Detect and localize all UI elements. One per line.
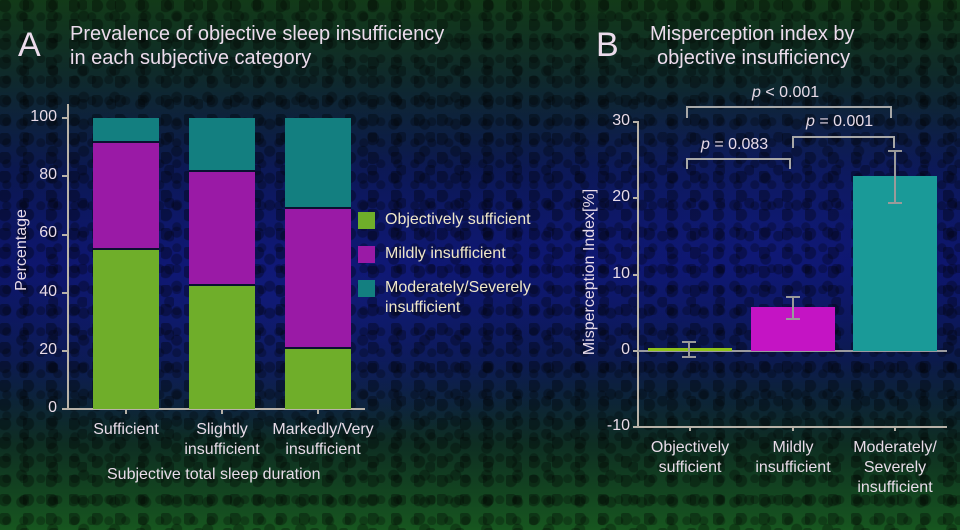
y-tick-label: 100 [30, 108, 57, 125]
x-category-label: Slightly insufficient [162, 420, 282, 460]
legend-swatch [358, 246, 375, 263]
label-line: sufficient [658, 459, 722, 476]
bar-segment-mildly [285, 207, 351, 347]
y-tick-label: 0 [48, 399, 57, 416]
legend-item-objectively-sufficient: Objectively sufficient [358, 210, 558, 230]
p-symbol: p [806, 113, 815, 130]
y-tick-label: 80 [39, 166, 57, 183]
y-tick-mark [633, 121, 638, 123]
y-tick-mark [62, 175, 68, 177]
y-tick-mark [62, 350, 68, 352]
label-line: insufficient [755, 459, 831, 476]
bar-segment-objectively-sufficient [285, 347, 351, 409]
x-category-label: Objectively sufficient [630, 438, 750, 478]
label-line: Slightly [196, 421, 248, 438]
panel-b-letter: B [596, 26, 619, 64]
bracket-p-lt-0001 [686, 106, 892, 118]
y-tick-mark [633, 274, 638, 276]
x-category-label: Markedly/Very insufficient [258, 420, 388, 460]
panel-b-y-axis-title: Misperception Index[%] [581, 188, 598, 356]
panel-a-x-axis-title: Subjective total sleep duration [107, 466, 321, 483]
legend-label: Objectively sufficient [385, 211, 531, 228]
y-tick-mark [633, 426, 638, 428]
label-line: Objectively [650, 439, 730, 456]
legend-label-line: Moderately/Severely [385, 279, 531, 296]
panel-b-title-line1: Misperception index by [650, 23, 855, 45]
bar-segment-objectively-sufficient [189, 284, 255, 409]
pvalue-label: p = 0.083 [701, 136, 768, 154]
y-tick-mark [633, 197, 638, 199]
label-line: Severely [863, 459, 927, 476]
panel-a-y-axis-title: Percentage [13, 209, 30, 291]
x-tick-mark [792, 427, 794, 431]
y-tick-label: 60 [39, 224, 57, 241]
label-line: Moderately/ [853, 439, 937, 456]
pvalue-label: p = 0.001 [806, 113, 873, 131]
bar-segment-mildly [93, 141, 159, 248]
bar-segment-mildly [189, 170, 255, 284]
label-line: Markedly/Very [272, 421, 374, 438]
label-line: Mildly [772, 439, 814, 456]
y-tick-mark [62, 292, 68, 294]
legend-item-moderately-severely: Moderately/Severely insufficient [358, 278, 558, 318]
legend-label: Mildly insufficient [385, 245, 506, 262]
panel-a-title: Prevalence of objective sleep insufficie… [70, 22, 444, 70]
pvalue-label: p < 0.001 [752, 84, 819, 102]
label-line: Sufficient [93, 421, 159, 438]
panel-b-title: Misperception index by objective insuffi… [650, 22, 855, 70]
panel-b-zero-line [637, 350, 947, 352]
y-tick-label: 10 [612, 265, 630, 282]
y-tick-label: 0 [621, 341, 630, 358]
y-tick-label: 20 [39, 341, 57, 358]
panel-a-y-axis [67, 104, 69, 410]
x-category-label: Moderately/ Severely insufficient [835, 438, 955, 498]
x-tick-mark [317, 409, 319, 414]
x-category-label: Mildly insufficient [733, 438, 853, 478]
x-tick-mark [125, 409, 127, 414]
label-line: insufficient [285, 441, 361, 458]
p-text: < 0.001 [760, 84, 820, 101]
panel-b-y-axis [637, 121, 639, 428]
y-tick-label: -10 [606, 417, 630, 434]
panel-a-x-axis [67, 408, 365, 410]
panel-a-legend: Objectively sufficient Mildly insufficie… [358, 210, 558, 318]
bar-segment-objectively-sufficient [93, 248, 159, 409]
x-category-label: Sufficient [66, 420, 186, 440]
label-line: insufficient [857, 479, 933, 496]
legend-label: Moderately/Severely insufficient [385, 278, 531, 318]
y-tick-mark [633, 350, 638, 352]
legend-swatch [358, 280, 375, 297]
legend-label-line: insufficient [385, 299, 461, 316]
x-tick-mark [689, 427, 691, 431]
panel-a-title-line2: in each subjective category [70, 47, 312, 69]
legend-item-mildly-insufficient: Mildly insufficient [358, 244, 558, 264]
bar-segment-moderately-severely [93, 118, 159, 141]
p-text: = 0.083 [709, 136, 769, 153]
y-tick-mark [62, 117, 68, 119]
y-tick-label: 40 [39, 283, 57, 300]
y-tick-label: 30 [612, 112, 630, 129]
bracket-p-0001 [792, 136, 895, 148]
x-tick-mark [894, 427, 896, 431]
p-symbol: p [752, 84, 761, 101]
panel-a-letter: A [18, 26, 41, 64]
panel-b-bar-moderately-severely [853, 176, 937, 351]
panel-a-title-line1: Prevalence of objective sleep insufficie… [70, 23, 445, 45]
y-tick-mark [62, 234, 68, 236]
legend-swatch [358, 212, 375, 229]
bar-segment-moderately-severely [285, 118, 351, 207]
p-text: = 0.001 [814, 113, 874, 130]
y-tick-label: 20 [612, 188, 630, 205]
y-tick-mark [62, 408, 68, 410]
bracket-p-0083 [686, 158, 791, 169]
panel-b-title-line2: objective insufficiency [657, 47, 851, 69]
panel-b-bar-objectively-sufficient [648, 348, 732, 351]
label-line: insufficient [184, 441, 260, 458]
p-symbol: p [701, 136, 710, 153]
bar-segment-moderately-severely [189, 118, 255, 170]
x-tick-mark [221, 409, 223, 414]
